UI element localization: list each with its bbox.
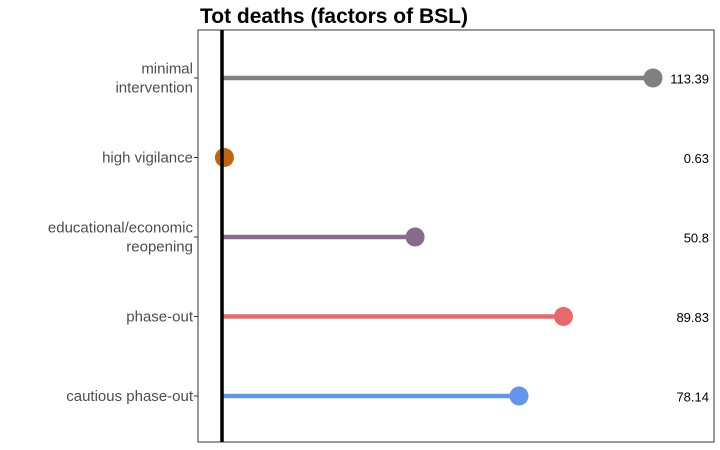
category-label: high vigilance [102, 149, 193, 166]
category-label: minimal intervention [115, 60, 193, 96]
lollipop-point [553, 307, 573, 326]
category-label: phase-out [126, 308, 194, 325]
value-label: 50.8 [684, 231, 709, 246]
value-label: 0.63 [684, 151, 709, 166]
lollipop-point [509, 386, 529, 406]
lollipop-point [405, 227, 425, 247]
value-labels: 113.39 0.63 50.8 89.83 78.14 [670, 72, 709, 405]
value-label: 113.39 [670, 72, 709, 87]
lollipop-point [214, 148, 234, 167]
lollipop-series [214, 68, 663, 406]
chart-title: Tot deaths (factors of BSL) [200, 5, 468, 28]
y-axis-category-labels: minimal intervention high vigilance educati… [48, 60, 198, 405]
category-label: cautious phase-out [66, 388, 194, 405]
category-label: educational/economic reopening [48, 219, 194, 255]
value-label: 89.83 [676, 310, 709, 325]
plot-panel-border [197, 29, 715, 443]
lollipop-point [643, 68, 663, 88]
value-label: 78.14 [676, 390, 709, 405]
